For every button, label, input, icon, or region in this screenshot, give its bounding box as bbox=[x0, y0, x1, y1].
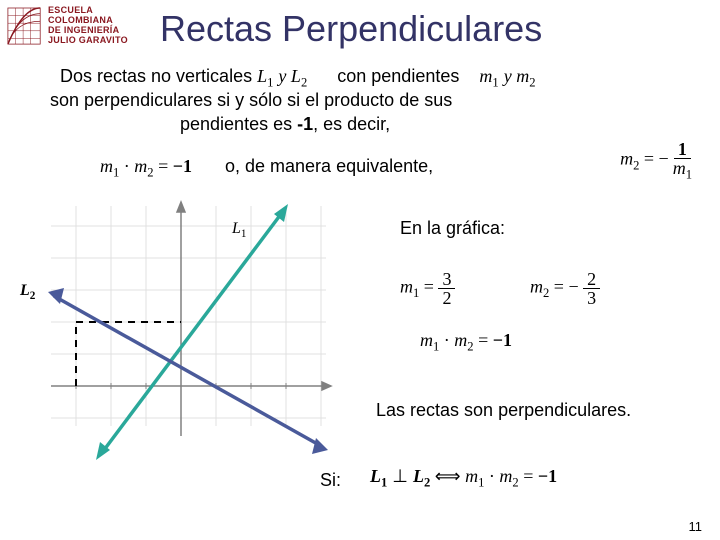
page-title: Rectas Perpendiculares bbox=[160, 8, 542, 50]
chart-label-L2: L2 bbox=[20, 282, 35, 302]
body-line-2: son perpendiculares si y sólo si el prod… bbox=[50, 90, 690, 111]
math-m1: m1 bbox=[479, 66, 498, 86]
equation-m1-value: m1 = 32 bbox=[400, 270, 455, 307]
equation-m2-value: m2 = − 23 bbox=[530, 270, 600, 307]
chart-label-L1: L1 bbox=[232, 220, 247, 240]
text: , es decir, bbox=[313, 114, 390, 134]
perpendicular-lines-chart bbox=[36, 196, 336, 466]
page-number: 11 bbox=[689, 519, 703, 534]
university-logo: ESCUELA COLOMBIANA DE INGENIERÍA JULIO G… bbox=[6, 6, 128, 48]
math-m2: m2 bbox=[516, 66, 535, 86]
equation-reciprocal: m2 = −1m1 bbox=[620, 140, 696, 181]
logo-icon bbox=[6, 6, 44, 48]
logo-line-4: JULIO GARAVITO bbox=[48, 36, 128, 46]
math-y: y bbox=[278, 66, 291, 86]
bold-neg1: -1 bbox=[297, 114, 313, 134]
graph-caption: En la gráfica: bbox=[400, 218, 505, 239]
si-label: Si: bbox=[320, 470, 341, 491]
math-L2: L2 bbox=[291, 66, 307, 86]
text: con pendientes bbox=[337, 66, 459, 86]
logo-text: ESCUELA COLOMBIANA DE INGENIERÍA JULIO G… bbox=[48, 6, 128, 46]
text: Dos rectas no verticales bbox=[60, 66, 252, 86]
math-L1: L1 bbox=[257, 66, 273, 86]
math-y2: y bbox=[504, 66, 517, 86]
conclusion-text: Las rectas son perpendiculares. bbox=[376, 400, 631, 421]
body-line-3: pendientes es -1, es decir, bbox=[180, 114, 390, 135]
body-line-4: o, de manera equivalente, bbox=[225, 156, 433, 177]
body-line-1: Dos rectas no verticales L1 y L2 con pen… bbox=[60, 66, 680, 91]
text: pendientes es bbox=[180, 114, 297, 134]
equation-product: m1 · m2 = −1 bbox=[100, 156, 192, 181]
equation-product-result: m1 · m2 = −1 bbox=[420, 330, 512, 355]
equation-iff: L1 ⊥ L2 ⟺ m1 · m2 = −1 bbox=[370, 466, 557, 491]
